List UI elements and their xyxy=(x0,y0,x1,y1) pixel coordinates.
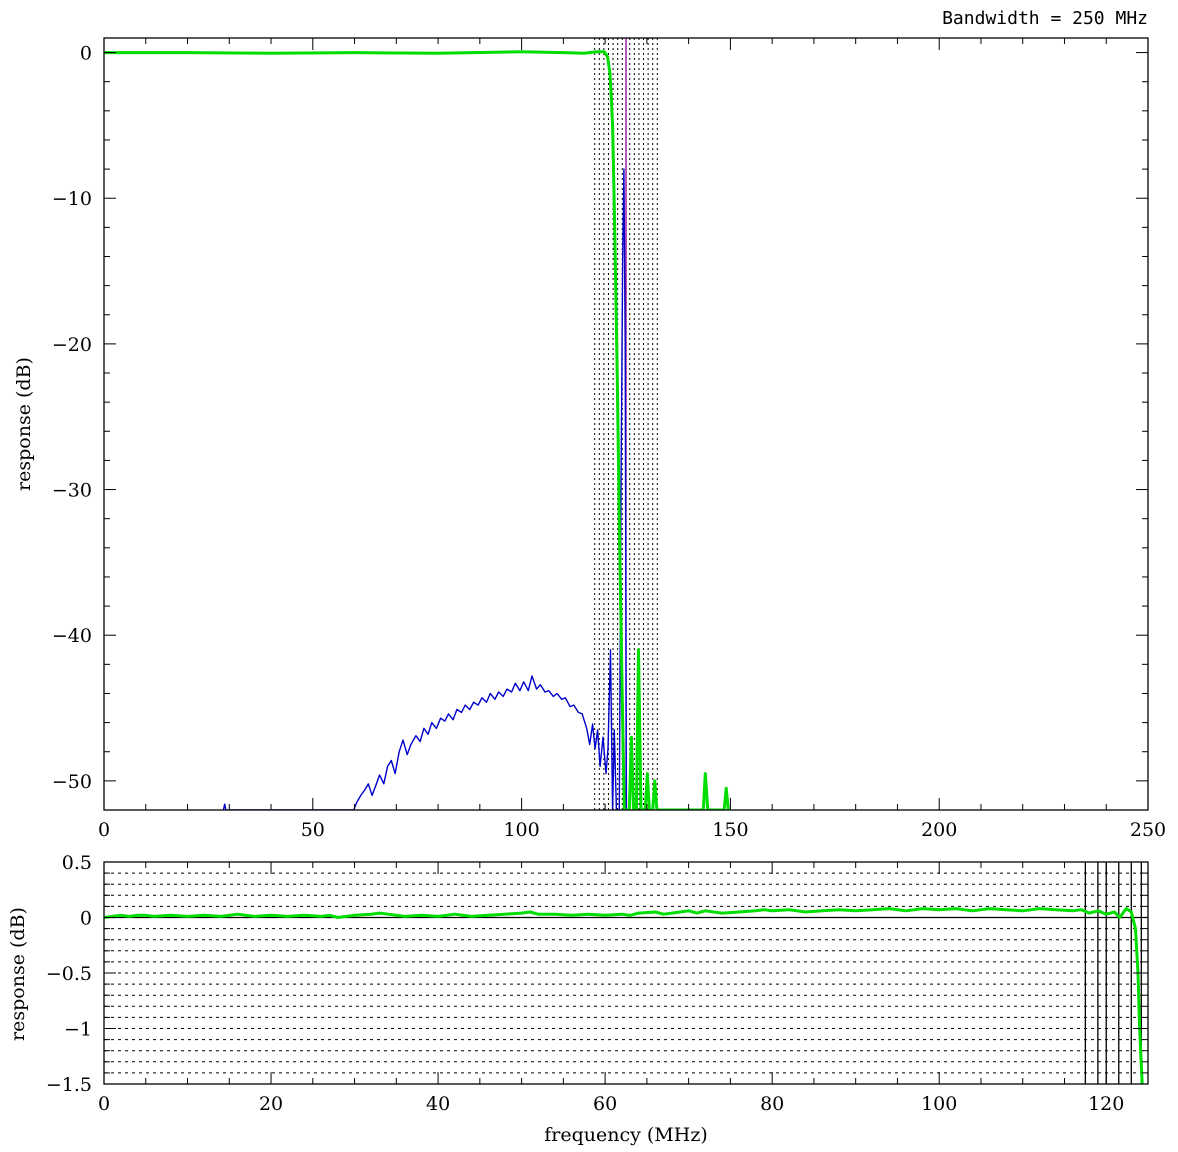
y-tick-label: −1.5 xyxy=(46,1074,92,1096)
y-tick-label: −10 xyxy=(52,188,92,210)
series-line-1 xyxy=(104,50,730,810)
y-tick-label: 0 xyxy=(80,908,92,930)
y-tick-label: −0.5 xyxy=(46,963,92,985)
bandwidth-annotation: Bandwidth = 250 MHz xyxy=(942,8,1148,29)
series-line-0 xyxy=(222,168,628,810)
x-tick-label: 20 xyxy=(259,1093,283,1115)
x-tick-label: 80 xyxy=(760,1093,784,1115)
x-tick-label: 100 xyxy=(921,1093,957,1115)
y-tick-label: −40 xyxy=(52,625,92,647)
y-tick-label: 0.5 xyxy=(62,852,92,874)
bottom-ylabel: response (dB) xyxy=(7,907,29,1041)
x-tick-label: 0 xyxy=(98,1093,110,1115)
x-tick-label: 100 xyxy=(503,819,539,841)
x-tick-label: 150 xyxy=(712,819,748,841)
bottom-plot: response (dB) frequency (MHz) 0 20 40 60 80 1… xyxy=(7,852,1149,1146)
bottom-xlabel: frequency (MHz) xyxy=(544,1124,708,1146)
x-tick-label: 40 xyxy=(426,1093,450,1115)
y-tick-label: −20 xyxy=(52,334,92,356)
y-tick-label: −30 xyxy=(52,480,92,502)
x-tick-label: 200 xyxy=(921,819,957,841)
y-tick-label: −1 xyxy=(64,1019,92,1041)
x-tick-label: 250 xyxy=(1130,819,1166,841)
plot-frame xyxy=(103,37,1149,811)
series-line-0 xyxy=(104,907,1144,1084)
x-tick-label: 60 xyxy=(593,1093,617,1115)
x-tick-label: 120 xyxy=(1088,1093,1124,1115)
x-tick-label: 50 xyxy=(301,819,325,841)
x-tick-label: 0 xyxy=(98,819,110,841)
y-tick-label: −50 xyxy=(52,771,92,793)
top-ylabel: response (dB) xyxy=(13,357,35,491)
top-plot: response (dB) 0 50 100 150 200 250 0 −10 −20 −30 −… xyxy=(13,37,1166,841)
y-tick-label: 0 xyxy=(80,43,92,65)
